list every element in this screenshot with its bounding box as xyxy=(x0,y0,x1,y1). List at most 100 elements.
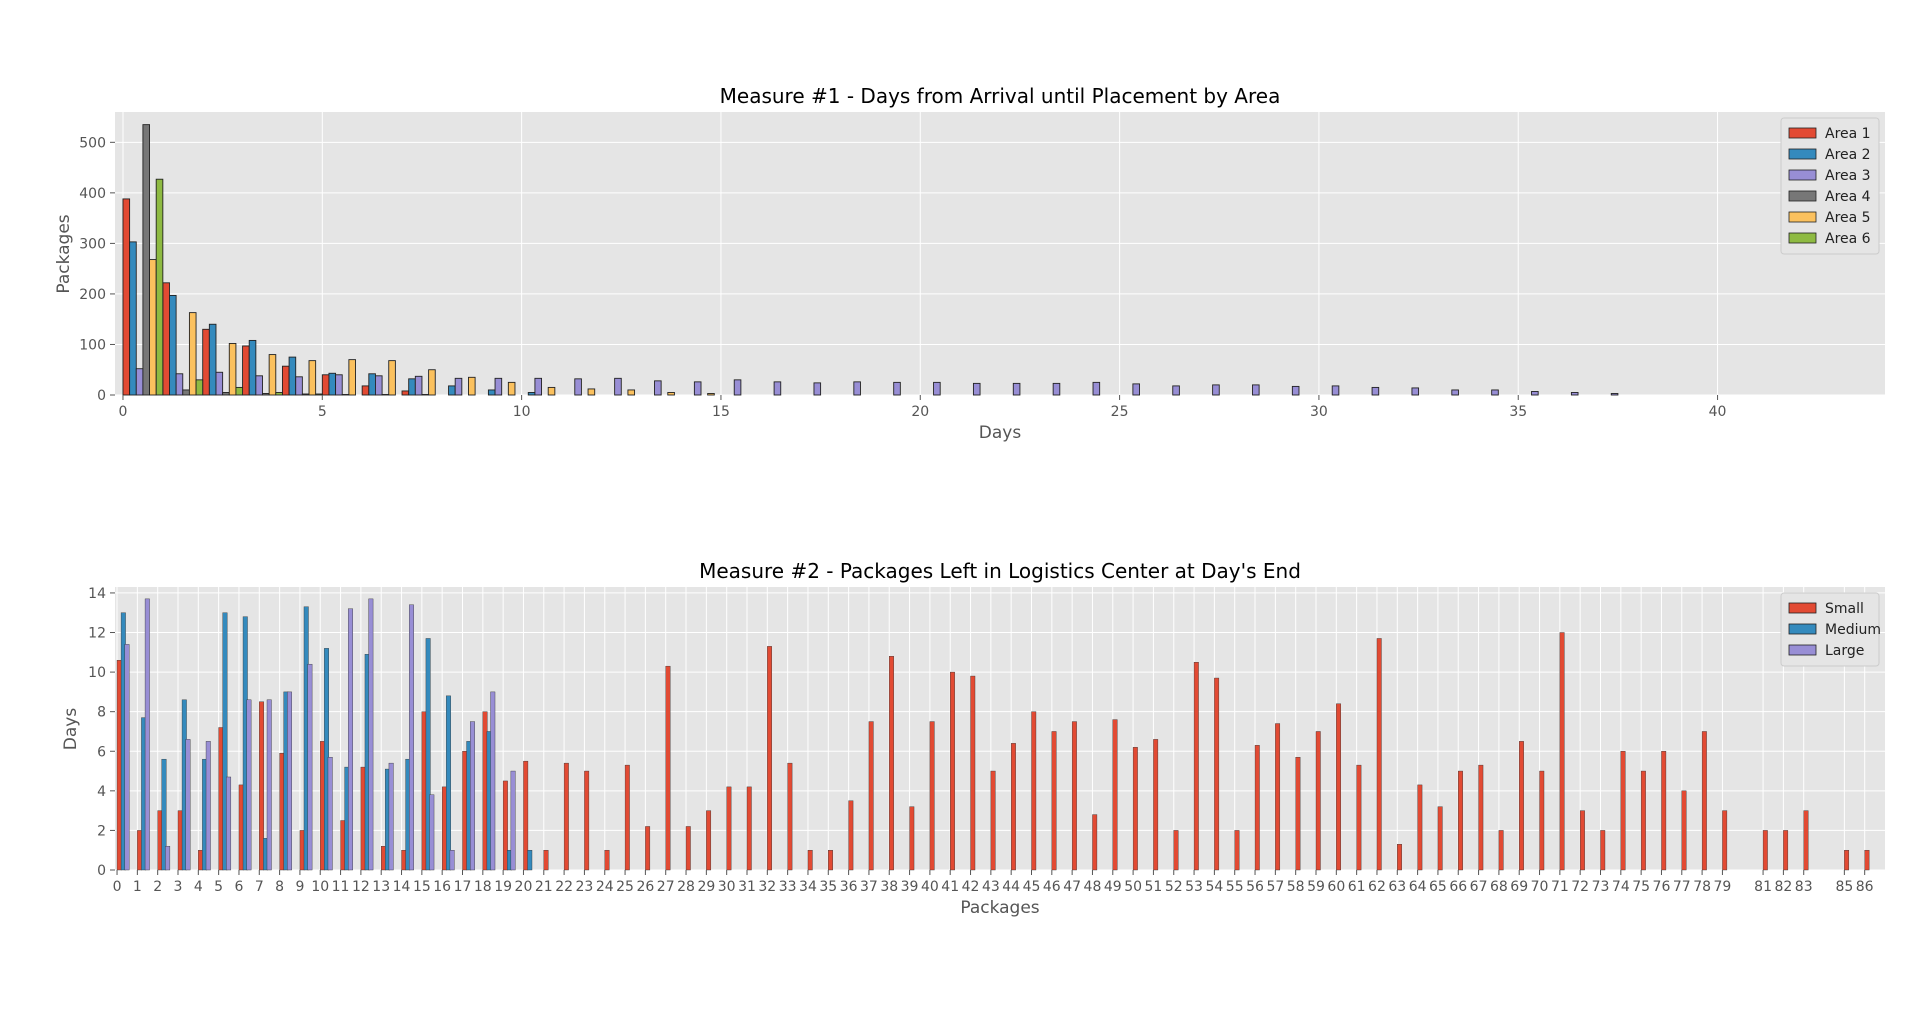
bar xyxy=(950,671,955,871)
bar xyxy=(1331,385,1340,396)
bar xyxy=(693,381,702,396)
y-tick-label: 12 xyxy=(88,626,106,642)
x-tick-label: 6 xyxy=(235,879,244,895)
bar xyxy=(279,753,285,871)
bar xyxy=(1193,662,1199,871)
x-tick-label: 27 xyxy=(657,879,675,895)
bar xyxy=(527,392,536,396)
bar xyxy=(1803,810,1809,871)
bar xyxy=(335,374,343,396)
x-tick-label: 73 xyxy=(1592,879,1610,895)
bar xyxy=(226,776,232,871)
bar xyxy=(1153,739,1159,871)
bar xyxy=(1600,830,1606,871)
bar xyxy=(169,294,177,396)
legend-swatch xyxy=(1788,169,1817,181)
bar xyxy=(162,282,170,396)
bar xyxy=(502,780,508,871)
bar xyxy=(1010,743,1016,871)
x-tick-label: 47 xyxy=(1063,879,1081,895)
bar xyxy=(773,381,782,396)
x-tick-label: 42 xyxy=(962,879,980,895)
y-tick-label: 300 xyxy=(79,236,106,252)
bar xyxy=(129,241,137,396)
bar xyxy=(161,758,167,871)
x-tick-label: 10 xyxy=(311,879,329,895)
x-tick-label: 43 xyxy=(982,879,1000,895)
bar xyxy=(177,810,183,871)
legend-entry: Area 1 xyxy=(1825,126,1871,142)
x-tick-label: 17 xyxy=(454,879,472,895)
bar xyxy=(320,741,325,871)
bar xyxy=(1531,391,1539,396)
x-tick-label: 2 xyxy=(153,879,162,895)
x-tick-label: 39 xyxy=(901,879,919,895)
bar xyxy=(767,646,772,871)
bar xyxy=(198,850,203,871)
bar xyxy=(1092,381,1101,396)
x-tick-label: 54 xyxy=(1205,879,1223,895)
bar xyxy=(1132,383,1140,396)
bar xyxy=(848,800,854,871)
chart2-x-ticks: 0 1 2 3 4 5 6 7 8 9 10 11 12 13 14 15 16 17 18 19 20 21 22 23 24… xyxy=(113,870,1874,895)
x-tick-label: 21 xyxy=(535,879,553,895)
chart2-title: Measure #2 - Packages Left in Logistics … xyxy=(699,559,1301,583)
bar xyxy=(1092,814,1098,871)
x-tick-label: 79 xyxy=(1714,879,1732,895)
bar xyxy=(255,375,263,396)
bar xyxy=(547,386,556,396)
bar xyxy=(414,375,423,396)
legend-swatch xyxy=(1788,232,1817,244)
bar xyxy=(144,598,150,871)
bar xyxy=(205,741,211,871)
x-tick-label: 11 xyxy=(332,879,350,895)
bar xyxy=(1864,850,1870,871)
x-tick-label: 77 xyxy=(1673,879,1691,895)
legend-entry: Area 6 xyxy=(1825,231,1871,247)
bar xyxy=(1519,741,1524,871)
x-tick-label: 0 xyxy=(119,404,128,420)
bar xyxy=(534,377,543,396)
bar xyxy=(1371,386,1380,396)
bar xyxy=(733,379,742,396)
bar xyxy=(441,786,447,871)
x-tick-label: 53 xyxy=(1185,879,1203,895)
bar xyxy=(1451,389,1459,396)
bar xyxy=(188,312,197,396)
bar xyxy=(1620,751,1626,871)
bar xyxy=(1579,810,1585,871)
bar xyxy=(1661,751,1667,871)
bar xyxy=(1701,731,1707,871)
bar xyxy=(490,691,496,871)
bar xyxy=(454,377,463,396)
bar xyxy=(185,739,191,871)
x-tick-label: 13 xyxy=(372,879,390,895)
x-tick-label: 8 xyxy=(275,879,284,895)
bar xyxy=(368,373,376,396)
chart2-plot-area xyxy=(115,587,1885,870)
chart1-title: Measure #1 - Days from Arrival until Pla… xyxy=(720,84,1281,108)
bar xyxy=(1570,392,1579,396)
bar xyxy=(361,385,370,396)
bar xyxy=(195,379,204,396)
bar xyxy=(667,392,675,396)
chart-packages-left: Measure #2 - Packages Left in Logistics … xyxy=(61,559,1885,918)
bar xyxy=(388,762,394,871)
bar xyxy=(1173,830,1179,871)
x-tick-label: 58 xyxy=(1287,879,1305,895)
x-tick-label: 63 xyxy=(1388,879,1406,895)
bar xyxy=(242,345,250,396)
x-tick-label: 40 xyxy=(1709,404,1727,420)
bar xyxy=(584,770,590,871)
bar xyxy=(1722,810,1728,871)
bar xyxy=(307,663,313,871)
x-tick-label: 75 xyxy=(1632,879,1650,895)
bar xyxy=(462,751,468,871)
x-tick-label: 60 xyxy=(1327,879,1345,895)
chart2-y-label: Days xyxy=(61,708,81,751)
x-tick-label: 20 xyxy=(911,404,929,420)
bar xyxy=(259,701,264,871)
legend-entry: Large xyxy=(1825,643,1864,659)
bar xyxy=(446,695,451,871)
x-tick-label: 41 xyxy=(941,879,959,895)
